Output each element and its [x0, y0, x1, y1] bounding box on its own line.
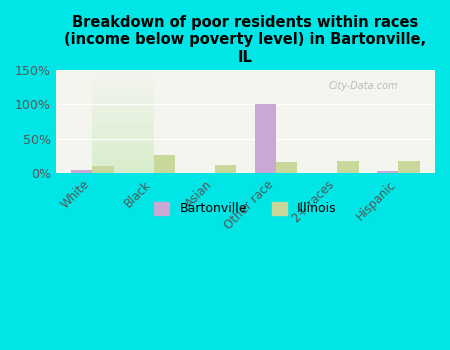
Bar	[337, 161, 359, 173]
Bar	[276, 162, 297, 173]
Bar	[377, 171, 398, 173]
Bar	[255, 104, 276, 173]
Title: Breakdown of poor residents within races
(income below poverty level) in Bartonv: Breakdown of poor residents within races…	[64, 15, 427, 65]
Bar	[71, 170, 92, 173]
Bar	[398, 161, 420, 173]
Text: City-Data.com: City-Data.com	[329, 80, 398, 91]
Bar	[92, 166, 114, 173]
Bar	[215, 165, 236, 173]
Legend: Bartonville, Illinois: Bartonville, Illinois	[149, 197, 342, 220]
Bar	[153, 155, 175, 173]
